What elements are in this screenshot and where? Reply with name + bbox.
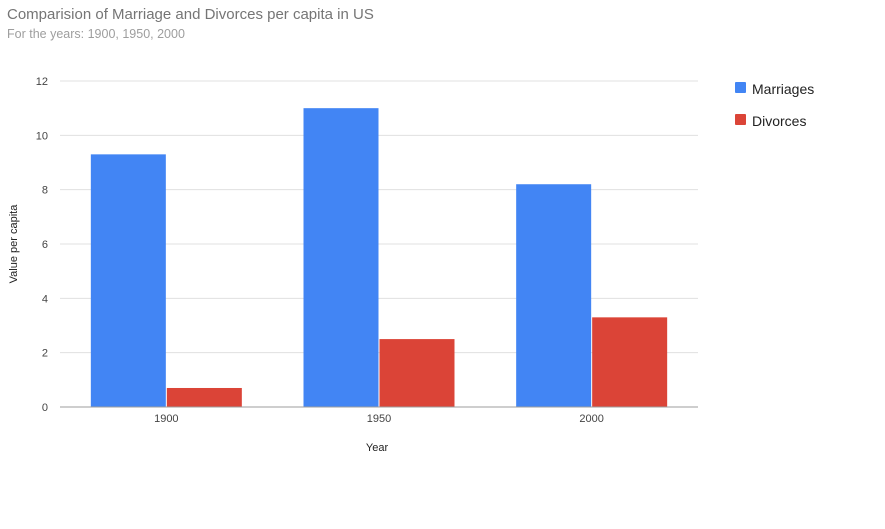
legend-swatch (735, 114, 746, 125)
y-tick-label: 2 (42, 348, 48, 360)
legend-item-divorces[interactable]: Divorces (735, 113, 806, 129)
y-tick-label: 4 (42, 293, 48, 305)
bar-marriages-1950 (303, 108, 379, 408)
legend-label: Divorces (752, 113, 806, 129)
bar-divorces-1900 (166, 387, 242, 407)
bar-divorces-2000 (592, 317, 668, 407)
y-tick-label: 8 (42, 185, 48, 197)
x-axis-title: Year (366, 442, 389, 454)
bar-divorces-1950 (379, 339, 455, 407)
chart-title: Comparision of Marriage and Divorces per… (7, 6, 374, 23)
legend-label: Marriages (752, 81, 814, 97)
legend-swatch (735, 82, 746, 93)
bars (90, 108, 668, 408)
x-tick-label: 1900 (154, 413, 178, 425)
legend-item-marriages[interactable]: Marriages (735, 81, 814, 97)
x-tick-label: 2000 (579, 413, 603, 425)
y-tick-label: 10 (36, 130, 48, 142)
bar-marriages-1900 (90, 154, 166, 407)
x-axis-ticks: 1900 1950 2000 (154, 413, 604, 425)
bar-marriages-2000 (516, 184, 592, 407)
chart-subtitle: For the years: 1900, 1950, 2000 (7, 27, 185, 41)
y-tick-label: 0 (42, 402, 48, 414)
y-axis-ticks: 0 2 4 6 8 10 12 (36, 76, 48, 414)
y-tick-label: 6 (42, 239, 48, 251)
y-axis-title: Value per capita (8, 204, 20, 284)
legend[interactable]: Marriages Divorces (735, 81, 814, 129)
gridlines (60, 80, 698, 354)
x-tick-label: 1950 (367, 413, 391, 425)
y-tick-label: 12 (36, 76, 48, 88)
